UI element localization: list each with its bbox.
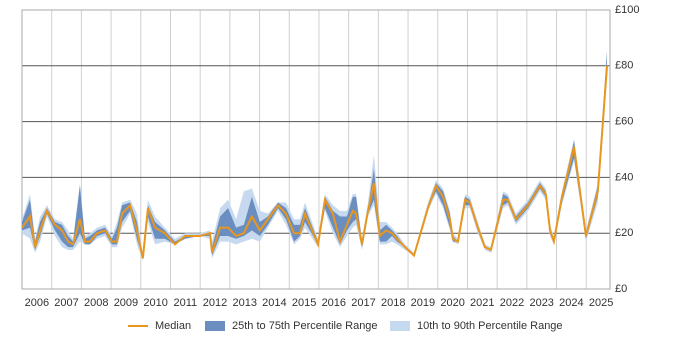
y-tick-label: £0 xyxy=(615,283,627,295)
x-tick-label: 2011 xyxy=(174,297,198,309)
x-tick-label: 2015 xyxy=(292,297,316,309)
x-tick-label: 2016 xyxy=(322,297,346,309)
x-tick-label: 2017 xyxy=(351,297,375,309)
x-tick-label: 2008 xyxy=(84,297,108,309)
x-tick-label: 2021 xyxy=(470,297,494,309)
y-tick-label: £80 xyxy=(615,60,633,72)
x-tick-label: 2025 xyxy=(589,297,613,309)
x-tick-label: 2020 xyxy=(440,297,464,309)
x-tick-label: 2023 xyxy=(529,297,553,309)
x-tick-label: 2007 xyxy=(54,297,78,309)
percentile-band xyxy=(22,49,608,262)
x-tick-label: 2022 xyxy=(500,297,524,309)
legend-swatch xyxy=(390,321,410,331)
y-tick-label: £100 xyxy=(615,4,639,16)
y-tick-label: £40 xyxy=(615,171,633,183)
legend-label: Median xyxy=(155,320,191,332)
x-tick-label: 2024 xyxy=(559,297,583,309)
legend-label: 10th to 90th Percentile Range xyxy=(417,320,563,332)
y-tick-label: £20 xyxy=(615,227,633,239)
x-tick-label: 2019 xyxy=(411,297,435,309)
x-tick-label: 2012 xyxy=(203,297,227,309)
median-line xyxy=(21,65,609,259)
x-tick-label: 2013 xyxy=(232,297,256,309)
x-tick-label: 2010 xyxy=(143,297,167,309)
x-tick-label: 2018 xyxy=(381,297,405,309)
plot-border xyxy=(21,9,611,290)
x-tick-label: 2006 xyxy=(25,297,49,309)
x-tick-label: 2014 xyxy=(262,297,286,309)
percentile-band xyxy=(22,51,608,259)
x-tick-label: 2009 xyxy=(114,297,138,309)
legend-swatch xyxy=(205,321,225,331)
legend-label: 25th to 75th Percentile Range xyxy=(232,320,378,332)
y-tick-label: £60 xyxy=(615,116,633,128)
